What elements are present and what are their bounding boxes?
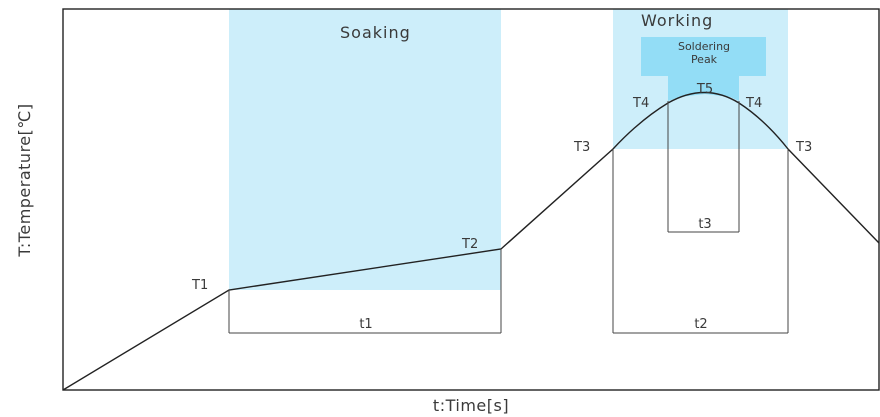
soldering-peak-label-line1: Soldering <box>678 40 730 53</box>
soaking-label: Soaking <box>340 23 411 42</box>
point-label-T1: T1 <box>191 278 208 293</box>
working-label: Working <box>641 11 713 30</box>
soaking-zone <box>229 9 501 290</box>
soldering-peak-label-line2: Peak <box>691 53 718 66</box>
point-label-T3-left: T3 <box>573 140 590 155</box>
duration-label-t2: t2 <box>694 317 707 332</box>
temperature-profile-curve <box>62 91 880 391</box>
duration-label-t1: t1 <box>359 317 372 332</box>
point-label-T2: T2 <box>461 237 478 252</box>
point-label-T4-right: T4 <box>745 96 762 111</box>
point-label-T4-left: T4 <box>632 96 649 111</box>
duration-label-t3: t3 <box>698 217 711 232</box>
x-axis-label: t:Time[s] <box>433 396 509 415</box>
y-axis-label: T:Temperature[℃] <box>15 103 34 257</box>
point-label-T3-right: T3 <box>795 140 812 155</box>
soldering-peak-zone <box>641 37 766 101</box>
plot-frame <box>62 8 880 391</box>
point-label-T5: T5 <box>696 82 713 97</box>
